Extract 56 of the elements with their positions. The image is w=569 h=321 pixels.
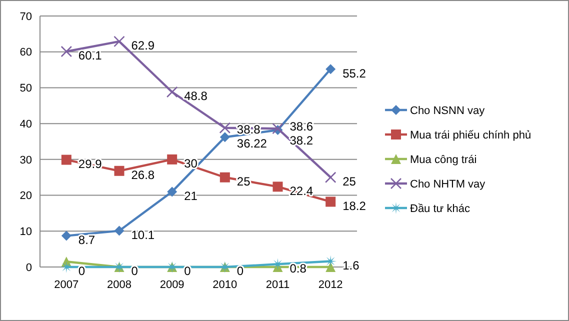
- data-label: 0: [184, 264, 192, 278]
- data-label: 38.8: [236, 122, 261, 137]
- legend-label: Cho NSNN vay: [410, 104, 486, 117]
- y-tick-label: 10: [20, 226, 32, 238]
- point: [61, 230, 72, 241]
- legend-label: Mua trái phiếu chính phủ: [410, 129, 532, 142]
- data-label: 1.6: [342, 258, 360, 272]
- data-label: 48.8: [184, 89, 208, 104]
- x-tick-label: 2011: [266, 279, 290, 291]
- data-label: 18.2: [342, 198, 366, 213]
- data-label: 26.8: [131, 168, 155, 182]
- point: [114, 226, 124, 236]
- data-label: 55.2: [342, 66, 366, 80]
- data-label: 62.9: [131, 38, 155, 53]
- data-label: 21: [184, 188, 198, 203]
- data-label: 38.2: [290, 134, 314, 148]
- point: [326, 64, 336, 74]
- legend-label: Mua công trái: [410, 154, 477, 166]
- data-label: 25: [342, 174, 356, 189]
- y-tick-label: 30: [20, 154, 32, 166]
- y-tick-label: 40: [20, 118, 32, 130]
- data-label: 10.1: [131, 228, 155, 242]
- y-tick-label: 70: [20, 10, 32, 23]
- y-tick-label: 0: [26, 262, 32, 274]
- x-tick-label: 2007: [54, 279, 79, 291]
- legend-label: Cho NHTM vay: [410, 178, 486, 190]
- point: [219, 122, 231, 134]
- data-label: 38.6: [290, 120, 314, 134]
- data-label: 60.1: [78, 48, 102, 63]
- point: [220, 132, 230, 142]
- x-tick-label: 2010: [212, 279, 238, 291]
- legend-label: Đầu tư khác: [410, 202, 470, 215]
- point: [114, 166, 124, 176]
- point: [272, 122, 284, 134]
- y-tick-label: 20: [20, 190, 32, 202]
- data-label: 8.7: [78, 233, 96, 248]
- x-tick-label: 2012: [318, 279, 343, 291]
- data-label: 0: [78, 264, 86, 278]
- point: [61, 154, 72, 165]
- y-tick-label: 50: [20, 82, 32, 95]
- x-tick-label: 2009: [160, 279, 184, 291]
- point: [272, 182, 283, 192]
- data-label: 36.22: [236, 136, 268, 151]
- point: [220, 172, 230, 182]
- point: [114, 36, 125, 48]
- point: [167, 186, 178, 197]
- y-tick-label: 60: [20, 46, 32, 59]
- point: [60, 46, 72, 58]
- point: [166, 86, 178, 98]
- point: [326, 262, 336, 272]
- point: [167, 154, 178, 164]
- point: [326, 196, 336, 207]
- point: [324, 172, 336, 184]
- x-tick-label: 2008: [107, 279, 132, 291]
- data-label: 0: [131, 264, 138, 278]
- data-label: 0: [236, 264, 244, 278]
